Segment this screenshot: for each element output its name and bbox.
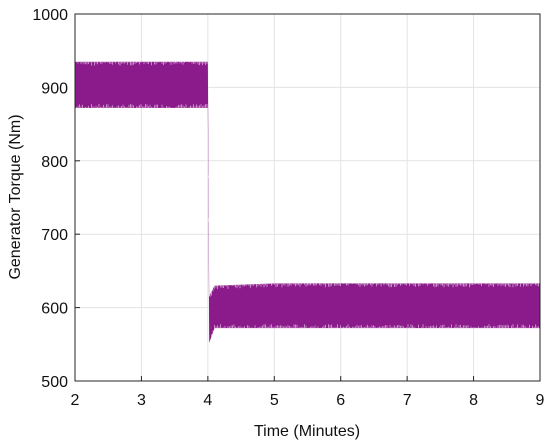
x-tick-label: 3: [137, 392, 146, 409]
y-tick-labels: 500 600 700 800 900 1000: [32, 7, 68, 391]
x-tick-label: 9: [536, 392, 545, 409]
y-tick-label: 600: [41, 301, 68, 318]
y-tick-label: 900: [41, 80, 68, 97]
x-tick-labels: 2 3 4 5 6 7 8 9: [71, 392, 545, 409]
x-tick-label: 4: [203, 392, 212, 409]
y-tick-label: 500: [41, 374, 68, 391]
y-axis-title: Generator Torque (Nm): [7, 114, 24, 279]
plot-frame: [74, 13, 541, 382]
y-tick-label: 700: [41, 227, 68, 244]
x-tick-label: 6: [336, 392, 345, 409]
torque-band-0: [75, 61, 540, 343]
x-tick-label: 7: [403, 392, 412, 409]
x-tick-label: 8: [469, 392, 478, 409]
y-tick-label: 800: [41, 154, 68, 171]
series-layer: [74, 61, 541, 343]
x-tick-label: 2: [71, 392, 80, 409]
y-tick-label: 1000: [32, 7, 68, 24]
x-tick-label: 5: [270, 392, 279, 409]
x-axis-title: Time (Minutes): [254, 423, 360, 440]
